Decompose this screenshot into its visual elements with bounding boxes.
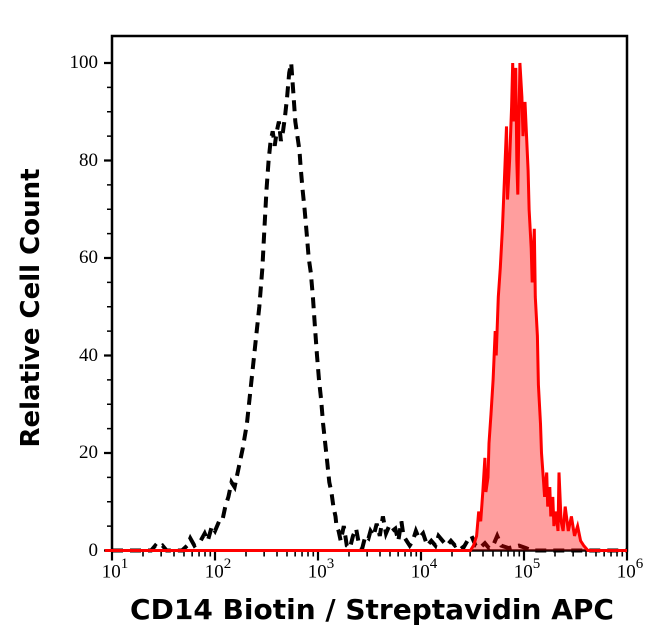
y-tick-label: 60 (79, 247, 98, 268)
y-tick-label: 0 (88, 539, 99, 561)
x-axis-title: CD14 Biotin / Streptavidin APC (130, 593, 614, 626)
x-tick-label: 102 (204, 556, 232, 583)
control-histogram-curve (112, 62, 627, 553)
y-tick-label: 20 (79, 442, 98, 463)
minor-tick-marks (107, 86, 624, 557)
x-tick-label: 106 (616, 556, 644, 583)
y-axis-title: Relative Cell Count (16, 168, 46, 448)
y-tick-label: 100 (69, 52, 99, 73)
x-tick-label: 105 (513, 556, 541, 583)
stained-histogram-curve (104, 62, 627, 552)
x-tick-label: 103 (307, 556, 335, 583)
y-tick-label: 40 (79, 344, 98, 366)
x-tick-label: 101 (101, 556, 129, 583)
y-tick-label: 80 (79, 149, 98, 171)
x-tick-label: 104 (410, 556, 438, 583)
plot-frame (110, 34, 629, 552)
